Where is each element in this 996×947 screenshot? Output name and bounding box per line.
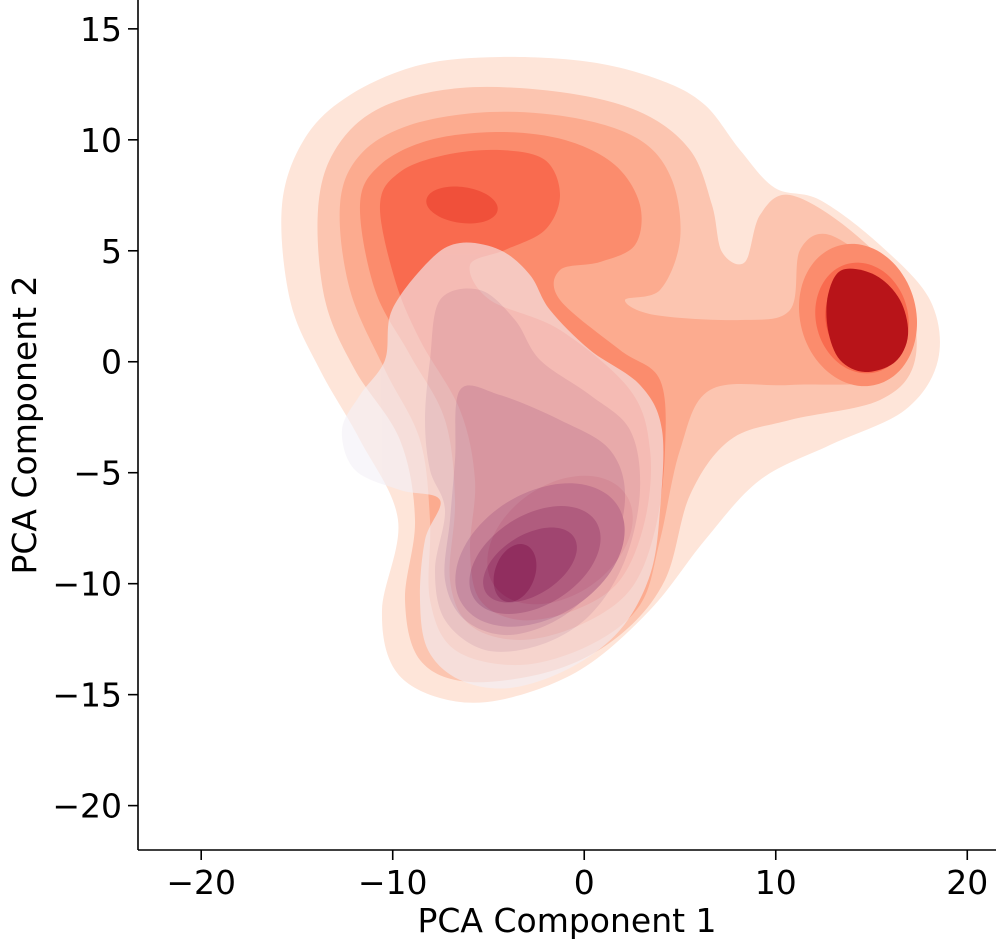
reds-left-mode-peak [426, 186, 498, 224]
y-tick-label: 0 [101, 343, 122, 382]
y-tick-label: −5 [73, 454, 122, 493]
y-axis-label: PCA Component 2 [5, 275, 44, 574]
x-tick-label: 10 [755, 863, 797, 902]
y-tick-label: 15 [80, 10, 122, 49]
x-tick-label: 20 [946, 863, 988, 902]
purples-density-layer [341, 242, 664, 689]
y-tick-label: −10 [52, 565, 122, 604]
y-axis-ticks: −20 −15 −10 −5 0 5 10 15 [52, 10, 138, 826]
y-tick-label: 5 [101, 232, 122, 271]
y-tick-label: 10 [80, 121, 122, 160]
x-axis-ticks: −20 −10 0 10 20 [166, 850, 988, 902]
y-tick-label: −15 [52, 676, 122, 715]
x-tick-label: 0 [574, 863, 595, 902]
purples-peak [493, 543, 537, 603]
y-tick-label: −20 [52, 787, 122, 826]
x-axis-label: PCA Component 1 [417, 901, 716, 940]
reds-right-mode-peak [826, 268, 909, 373]
plot-area [281, 56, 940, 703]
x-tick-label: −10 [358, 863, 428, 902]
x-tick-label: −20 [166, 863, 236, 902]
